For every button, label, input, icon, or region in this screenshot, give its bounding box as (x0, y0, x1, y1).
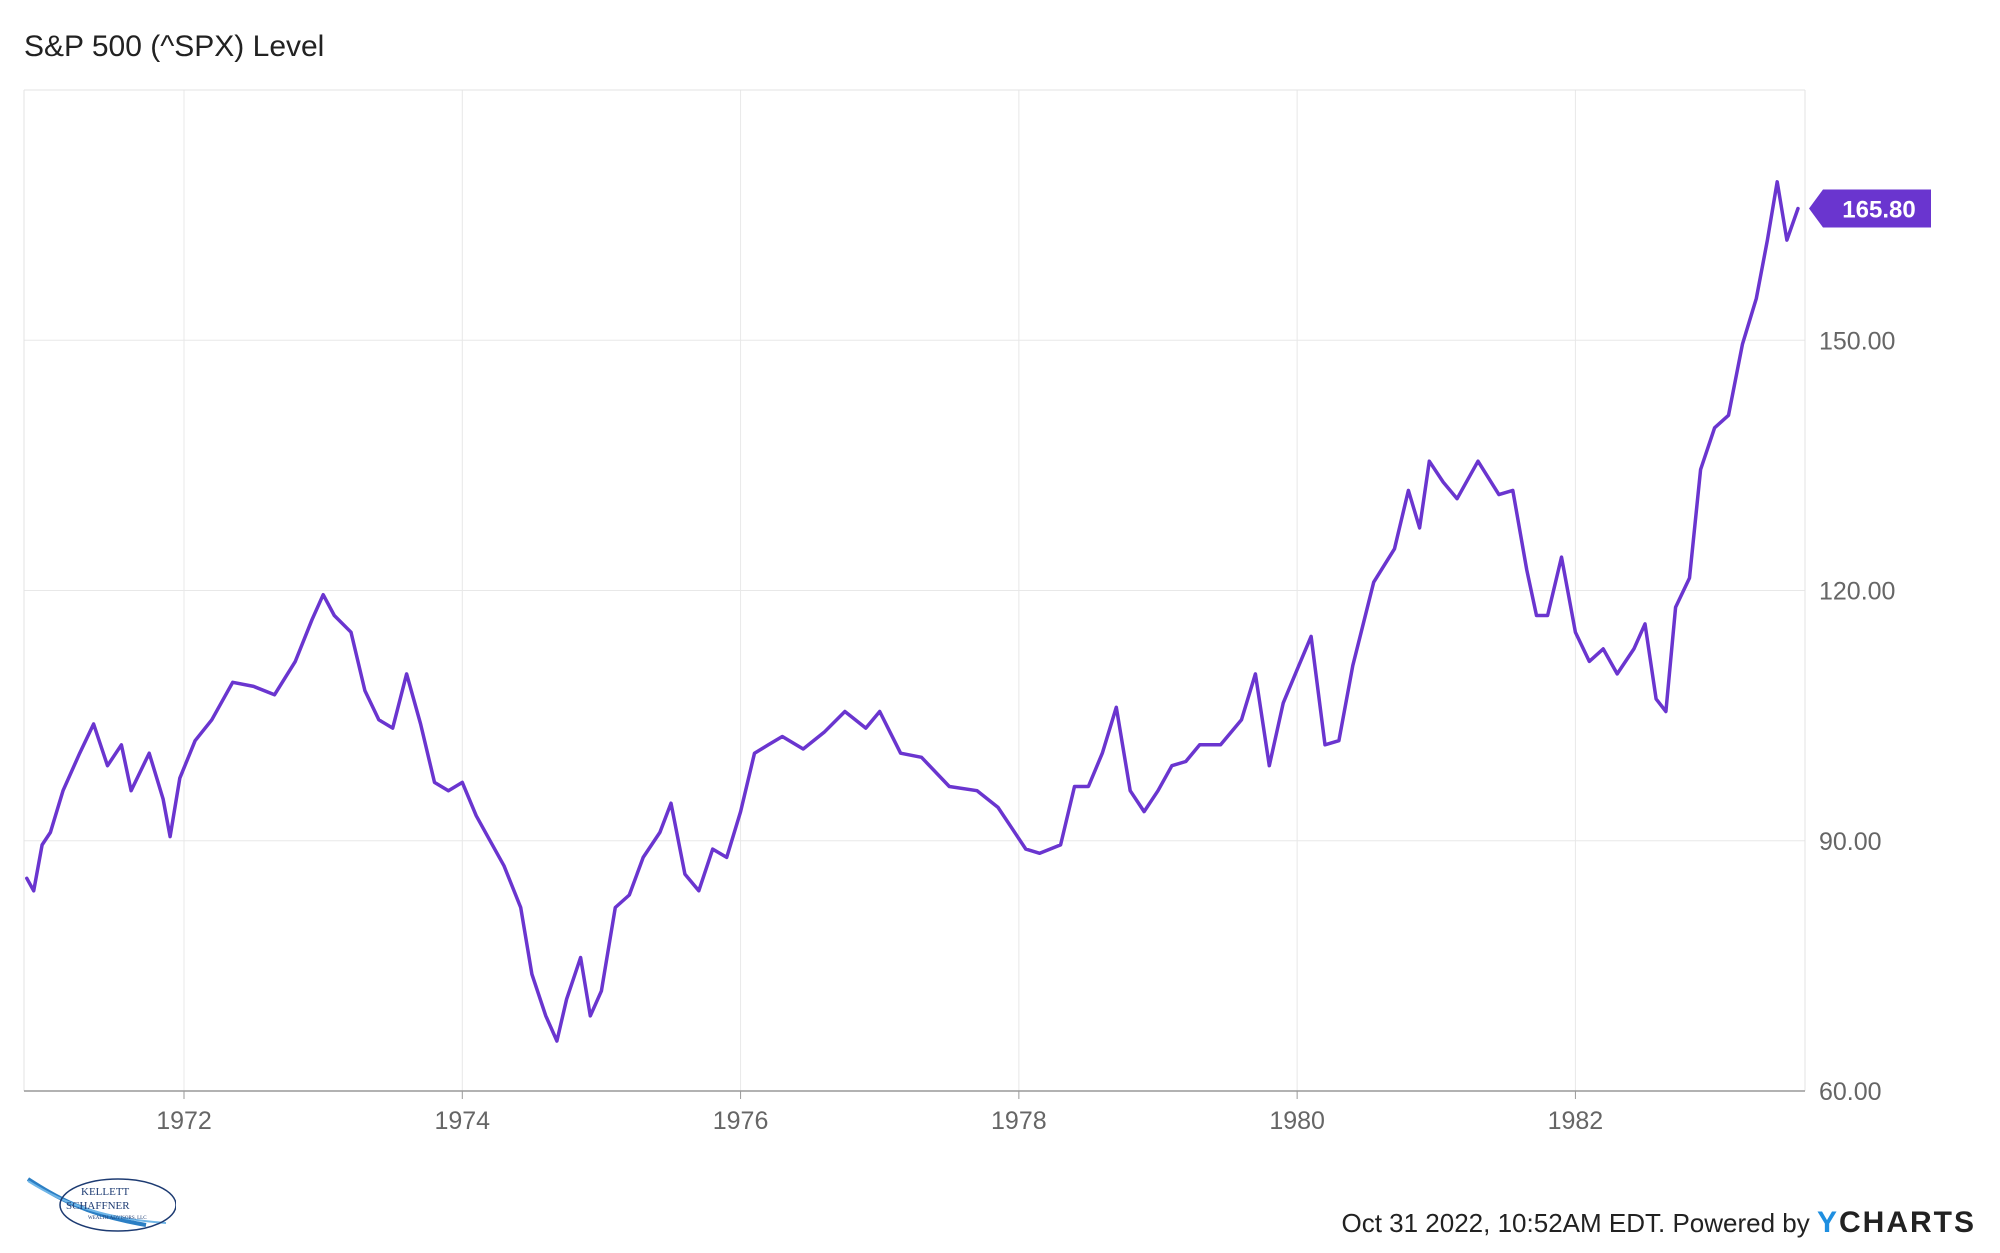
ycharts-brand-y: Y (1816, 1206, 1839, 1239)
series-group (25, 180, 1800, 1043)
company-logo: KELLETT SCHAFFNER WEALTH ADVISORS, LLC (26, 1177, 176, 1232)
ycharts-brand[interactable]: YCHARTS (1817, 1206, 1976, 1239)
x-tick-label: 1978 (991, 1107, 1047, 1135)
last-value-marker[interactable]: 165.80 (1809, 189, 1931, 228)
y-tick-label: 120.00 (1819, 578, 1895, 606)
last-value-badge (1809, 189, 1931, 228)
x-tick-label: 1980 (1269, 1107, 1325, 1135)
y-tick-label: 90.00 (1819, 828, 1882, 856)
svg-text:WEALTH ADVISORS, LLC: WEALTH ADVISORS, LLC (88, 1216, 147, 1221)
series-line[interactable] (25, 180, 1800, 1043)
x-tick-label: 1972 (156, 1107, 212, 1135)
x-axis-ticks: 1972 1974 1976 1978 1980 1982 (156, 1091, 1603, 1135)
x-tick-label: 1982 (1548, 1107, 1604, 1135)
footer-attribution: Oct 31 2022, 10:52AM EDT. Powered by YCH… (1341, 1206, 1976, 1240)
y-tick-label: 150.00 (1819, 327, 1895, 355)
plot-frame (23, 89, 1806, 1092)
y-tick-label: 60.00 (1819, 1078, 1882, 1106)
chart-title: S&P 500 (^SPX) Level (24, 30, 325, 63)
last-value-label: 165.80 (1842, 196, 1915, 223)
footer-timestamp: Oct 31 2022, 10:52AM EDT. Powered by (1341, 1208, 1810, 1238)
x-tick-label: 1976 (713, 1107, 769, 1135)
ycharts-brand-rest: CHARTS (1839, 1206, 1976, 1239)
svg-text:KELLETT: KELLETT (81, 1186, 130, 1198)
x-tick-label: 1974 (434, 1107, 490, 1135)
grid-lines (24, 90, 1805, 1092)
svg-text:SCHAFFNER: SCHAFFNER (66, 1200, 130, 1212)
y-axis-ticks: 60.00 90.00 120.00 150.00 (1819, 327, 1895, 1106)
